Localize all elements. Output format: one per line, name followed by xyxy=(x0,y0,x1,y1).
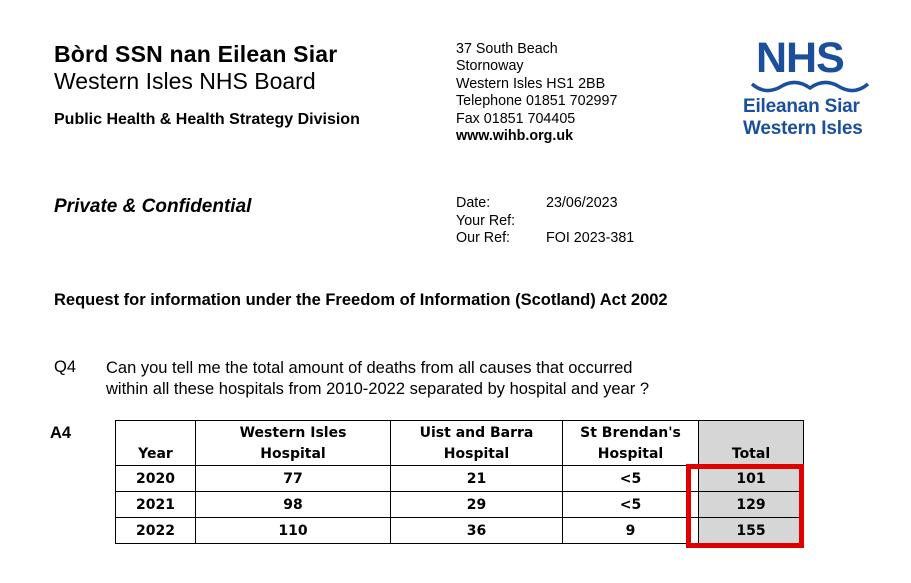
cell-total: 129 xyxy=(698,491,804,518)
cell-western-isles: 98 xyxy=(195,491,391,518)
date-label: Date: xyxy=(456,195,491,211)
cell-western-isles: 110 xyxy=(195,517,391,544)
address-line: Western Isles HS1 2BB xyxy=(456,75,606,92)
answer-label: A4 xyxy=(50,424,72,442)
table-row: 2022 110 36 9 155 xyxy=(115,517,804,544)
question-line: within all these hospitals from 2010-202… xyxy=(106,380,650,398)
question-label: Q4 xyxy=(54,358,77,376)
address-line: Stornoway xyxy=(456,58,524,75)
nhs-logo-waves-icon xyxy=(750,80,870,93)
address-line: 37 South Beach xyxy=(456,41,558,57)
your-ref-label: Your Ref: xyxy=(456,212,516,229)
cell-total: 101 xyxy=(698,465,804,492)
question-text: Can you tell me the total amount of deat… xyxy=(106,358,746,400)
cell-st-brendans: 9 xyxy=(562,517,699,544)
cell-year: 2022 xyxy=(115,517,196,544)
cell-uist-barra: 29 xyxy=(390,491,563,518)
cell-st-brendans: <5 xyxy=(562,465,699,492)
header-st-brendans: St Brendan's Hospital xyxy=(562,420,699,466)
nhs-logo-line2: Western Isles xyxy=(743,118,863,139)
header-year: Year xyxy=(115,420,196,466)
board-name-english: Western Isles NHS Board xyxy=(54,68,316,94)
reference-block: Date: 23/06/2023 Your Ref: Our Ref: FOI … xyxy=(456,195,634,248)
address-block: 37 South Beach Stornoway Western Isles H… xyxy=(456,41,617,145)
total-highlight-box xyxy=(686,464,804,548)
cell-year: 2021 xyxy=(115,491,196,518)
question-line: Can you tell me the total amount of deat… xyxy=(106,359,633,377)
nhs-logo: NHS Eileanan Siar Western Isles xyxy=(740,34,875,142)
cell-total: 155 xyxy=(698,517,804,544)
cell-western-isles: 77 xyxy=(195,465,391,492)
table-header-row: Year Western Isles Hospital Uist and Barr… xyxy=(115,420,804,466)
date-row: Date: 23/06/2023 xyxy=(456,195,634,213)
our-ref-label: Our Ref: xyxy=(456,230,511,246)
website-link[interactable]: www.wihb.org.uk xyxy=(456,128,574,145)
header-western-isles: Western Isles Hospital xyxy=(195,420,391,466)
cell-uist-barra: 21 xyxy=(390,465,563,492)
fax-line: Fax 01851 704405 xyxy=(456,110,576,127)
our-ref-value: FOI 2023-381 xyxy=(546,230,635,246)
cell-st-brendans: <5 xyxy=(562,491,699,518)
deaths-table: Year Western Isles Hospital Uist and Barr… xyxy=(115,420,804,544)
nhs-logo-mark: NHS xyxy=(756,34,845,82)
header-uist-barra: Uist and Barra Hospital xyxy=(390,420,563,466)
nhs-logo-line1: Eileanan Siar xyxy=(743,96,860,117)
request-title: Request for information under the Freedo… xyxy=(54,291,668,309)
board-name-gaelic: Bòrd SSN nan Eilean Siar xyxy=(54,41,338,67)
telephone-line: Telephone 01851 702997 xyxy=(456,93,618,110)
cell-year: 2020 xyxy=(115,465,196,492)
division-name: Public Health & Health Strategy Division xyxy=(54,111,360,128)
your-ref-row: Your Ref: xyxy=(456,213,634,231)
header-total: Total xyxy=(698,420,804,466)
date-value: 23/06/2023 xyxy=(546,195,618,211)
classification-label: Private & Confidential xyxy=(54,196,252,217)
table-row: 2021 98 29 <5 129 xyxy=(115,491,804,518)
cell-uist-barra: 36 xyxy=(390,517,563,544)
our-ref-row: Our Ref: FOI 2023-381 xyxy=(456,230,634,248)
